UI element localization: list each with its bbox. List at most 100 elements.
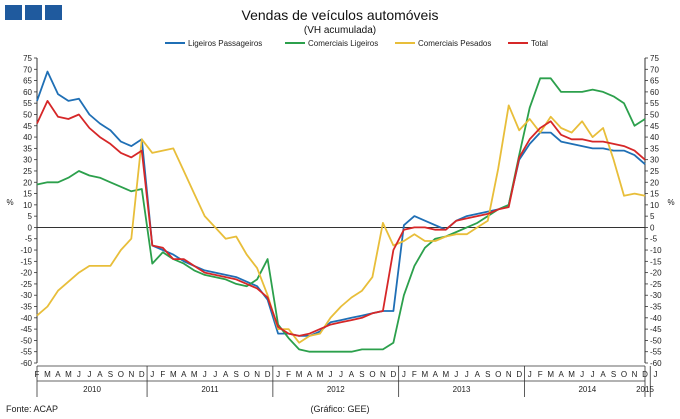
y-tick-label-right: 70 xyxy=(650,65,659,74)
y-tick-label-left: -40 xyxy=(20,314,32,323)
month-tick-label: N xyxy=(632,370,638,379)
month-tick-label: D xyxy=(265,370,271,379)
month-tick-label: S xyxy=(611,370,616,379)
month-tick-label: F xyxy=(538,370,543,379)
y-tick-label-right: -45 xyxy=(650,325,662,334)
month-tick-label: J xyxy=(653,370,657,379)
y-tick-label-left: -25 xyxy=(20,280,32,289)
legend-label: Ligeiros Passageiros xyxy=(188,39,262,48)
y-tick-label-left: 25 xyxy=(23,167,32,176)
series-line-4 xyxy=(36,100,646,337)
logo xyxy=(5,5,62,20)
month-tick-label: A xyxy=(223,370,229,379)
month-tick-label: J xyxy=(454,370,458,379)
year-label: 2011 xyxy=(201,385,219,394)
month-tick-label: J xyxy=(465,370,469,379)
legend-label: Comerciais Pesados xyxy=(418,39,491,48)
month-tick-label: J xyxy=(591,370,595,379)
y-tick-label-right: 40 xyxy=(650,133,659,142)
month-tick-label: S xyxy=(485,370,490,379)
month-tick-label: N xyxy=(254,370,260,379)
month-tick-label: D xyxy=(642,370,648,379)
month-tick-label: A xyxy=(307,370,313,379)
y-tick-label-left: 75 xyxy=(23,54,32,63)
source-note: Fonte: ACAP xyxy=(6,404,59,414)
month-tick-label: J xyxy=(276,370,280,379)
y-tick-label-left: 35 xyxy=(23,144,32,153)
month-tick-label: M xyxy=(422,370,429,379)
y-tick-label-right: -20 xyxy=(650,269,662,278)
year-label: 2013 xyxy=(453,385,471,394)
month-tick-label: S xyxy=(359,370,364,379)
month-tick-label: J xyxy=(77,370,81,379)
y-tick-label-right: 75 xyxy=(650,54,659,63)
y-tick-label-left: 5 xyxy=(28,212,33,221)
month-tick-label: A xyxy=(55,370,61,379)
y-tick-label-right: 65 xyxy=(650,77,659,86)
y-tick-label-right: 25 xyxy=(650,167,659,176)
y-tick-label-right: 35 xyxy=(650,144,659,153)
month-tick-label: J xyxy=(150,370,154,379)
y-tick-label-left: -60 xyxy=(20,359,32,368)
y-tick-label-right: -55 xyxy=(650,348,662,357)
y-tick-label-left: 45 xyxy=(23,122,32,131)
y-tick-label-left: -20 xyxy=(20,269,32,278)
month-tick-label: M xyxy=(191,370,198,379)
y-tick-label-left: -55 xyxy=(20,348,32,357)
month-tick-label: M xyxy=(296,370,303,379)
y-tick-label-left: 65 xyxy=(23,77,32,86)
y-tick-label-right: -15 xyxy=(650,257,662,266)
month-tick-label: J xyxy=(203,370,207,379)
month-tick-label: M xyxy=(317,370,324,379)
y-tick-label-left: -50 xyxy=(20,336,32,345)
y-tick-label-left: 10 xyxy=(23,201,32,210)
y-tick-label-left: -45 xyxy=(20,325,32,334)
month-tick-label: J xyxy=(329,370,333,379)
y-tick-label-left: 60 xyxy=(23,88,32,97)
month-tick-label: O xyxy=(118,370,124,379)
y-tick-label-left: -35 xyxy=(20,303,32,312)
y-tick-label-right: 50 xyxy=(650,110,659,119)
month-tick-label: J xyxy=(339,370,343,379)
month-tick-label: O xyxy=(495,370,501,379)
month-tick-label: A xyxy=(600,370,606,379)
credit-note: (Gráfico: GEE) xyxy=(310,404,370,414)
y-tick-label-left: 20 xyxy=(23,178,32,187)
month-tick-label: A xyxy=(558,370,564,379)
y-tick-label-left: 15 xyxy=(23,190,32,199)
month-tick-label: J xyxy=(580,370,584,379)
month-tick-label: J xyxy=(213,370,217,379)
month-tick-label: M xyxy=(442,370,449,379)
y-tick-label-left: -5 xyxy=(25,235,33,244)
y-tick-label-right: 20 xyxy=(650,178,659,187)
month-tick-label: O xyxy=(244,370,250,379)
chart-subtitle: (VH acumulada) xyxy=(303,25,377,36)
month-tick-label: F xyxy=(286,370,291,379)
month-tick-label: J xyxy=(402,370,406,379)
month-tick-label: J xyxy=(528,370,532,379)
y-axis-label-left: % xyxy=(6,198,13,207)
y-tick-label-right: -30 xyxy=(650,291,662,300)
series-line-3 xyxy=(36,104,646,344)
month-tick-label: J xyxy=(87,370,91,379)
year-label: 2014 xyxy=(578,385,596,394)
series-line-2 xyxy=(36,77,646,353)
y-tick-label-right: -35 xyxy=(650,303,662,312)
y-tick-label-left: 0 xyxy=(28,223,33,232)
y-tick-label-right: 15 xyxy=(650,190,659,199)
month-tick-label: M xyxy=(170,370,177,379)
y-tick-label-left: -15 xyxy=(20,257,32,266)
y-tick-label-right: 60 xyxy=(650,88,659,97)
y-tick-label-right: -25 xyxy=(650,280,662,289)
y-tick-label-left: 50 xyxy=(23,110,32,119)
y-tick-label-left: 70 xyxy=(23,65,32,74)
month-tick-label: O xyxy=(621,370,627,379)
month-tick-label: F xyxy=(160,370,165,379)
y-tick-label-right: 30 xyxy=(650,156,659,165)
y-tick-label-right: -10 xyxy=(650,246,662,255)
legend-label: Comerciais Ligeiros xyxy=(308,39,378,48)
y-tick-label-left: -10 xyxy=(20,246,32,255)
y-tick-label-left: 55 xyxy=(23,99,32,108)
month-tick-label: N xyxy=(128,370,134,379)
